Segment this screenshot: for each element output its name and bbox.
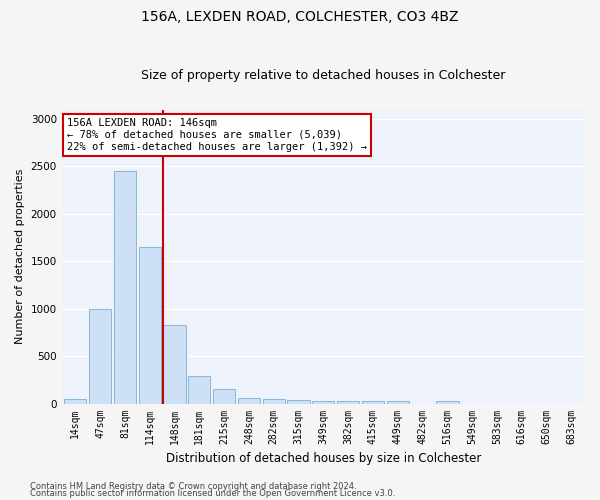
Bar xyxy=(287,400,310,404)
X-axis label: Distribution of detached houses by size in Colchester: Distribution of detached houses by size … xyxy=(166,452,481,465)
Text: 156A, LEXDEN ROAD, COLCHESTER, CO3 4BZ: 156A, LEXDEN ROAD, COLCHESTER, CO3 4BZ xyxy=(141,10,459,24)
Text: Contains HM Land Registry data © Crown copyright and database right 2024.: Contains HM Land Registry data © Crown c… xyxy=(30,482,356,491)
Bar xyxy=(89,308,111,404)
Bar xyxy=(139,247,161,404)
Y-axis label: Number of detached properties: Number of detached properties xyxy=(15,169,25,344)
Text: Contains public sector information licensed under the Open Government Licence v3: Contains public sector information licen… xyxy=(30,489,395,498)
Bar xyxy=(362,401,384,404)
Bar xyxy=(64,399,86,404)
Bar xyxy=(436,401,458,404)
Bar xyxy=(337,401,359,404)
Bar xyxy=(386,401,409,404)
Text: 156A LEXDEN ROAD: 146sqm
← 78% of detached houses are smaller (5,039)
22% of sem: 156A LEXDEN ROAD: 146sqm ← 78% of detach… xyxy=(67,118,367,152)
Bar xyxy=(263,400,285,404)
Bar xyxy=(213,390,235,404)
Title: Size of property relative to detached houses in Colchester: Size of property relative to detached ho… xyxy=(141,69,506,82)
Bar xyxy=(312,401,334,404)
Bar xyxy=(238,398,260,404)
Bar xyxy=(114,171,136,404)
Bar xyxy=(188,376,211,404)
Bar xyxy=(163,325,185,404)
